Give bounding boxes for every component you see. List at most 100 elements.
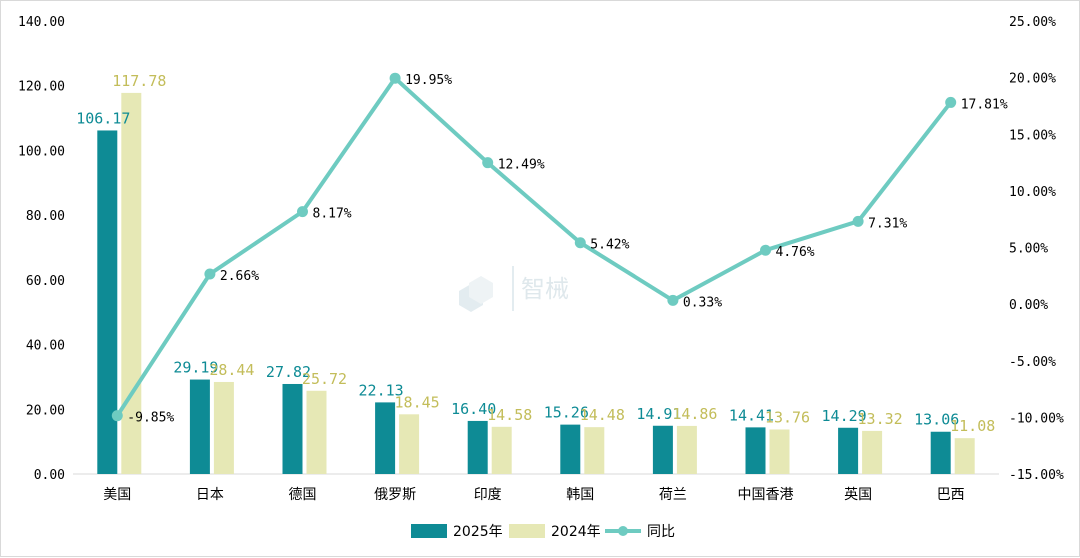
bar-2025-label: 27.82	[266, 363, 311, 381]
legend-swatch-2024	[509, 524, 545, 538]
bar-2025	[467, 420, 488, 474]
yoy-point	[204, 268, 216, 280]
legend-label-2025: 2025年	[453, 524, 503, 540]
bar-2024-label: 13.76	[765, 408, 810, 426]
bar-2025-label: 13.06	[914, 411, 959, 429]
bar-2025	[560, 424, 581, 474]
bar-2024	[306, 390, 327, 474]
bar-2025	[189, 379, 210, 474]
yoy-line	[115, 76, 953, 417]
y-tick-right: -10.00%	[1009, 411, 1064, 426]
yoy-label: -9.85%	[127, 411, 174, 426]
bar-2024-label: 18.45	[395, 393, 440, 411]
bar-2024	[121, 92, 142, 474]
bar-2024-label: 117.78	[112, 72, 166, 90]
x-category-label: 巴西	[937, 487, 965, 503]
bar-2025-label: 14.91	[636, 405, 681, 423]
x-category-label: 德国	[289, 487, 317, 503]
y-tick-left: 140.00	[18, 15, 65, 30]
x-category-label: 印度	[474, 487, 502, 503]
y-tick-left: 100.00	[18, 144, 65, 159]
yoy-point	[482, 157, 494, 169]
bar-2024	[769, 429, 790, 474]
bar-2025	[652, 425, 673, 474]
bar-2025	[745, 427, 766, 474]
legend: 2025年 2024年 同比	[411, 524, 675, 540]
bar-2025	[930, 431, 951, 474]
yoy-point	[574, 237, 586, 249]
bar-2025	[838, 427, 859, 474]
y-tick-right: -5.00%	[1009, 355, 1056, 370]
x-category-label: 美国	[103, 487, 131, 503]
y-tick-left: 120.00	[18, 80, 65, 95]
bar-2025-label: 106.17	[76, 109, 130, 127]
bar-2025-label: 29.19	[173, 359, 218, 377]
bar-2024-label: 11.08	[950, 417, 995, 435]
y-tick-right: -15.00%	[1009, 468, 1064, 483]
watermark: 智械	[459, 266, 569, 312]
y-tick-right: 10.00%	[1009, 185, 1056, 200]
x-category-label: 韩国	[566, 487, 594, 503]
bar-2024	[399, 414, 420, 474]
y-tick-left: 20.00	[26, 403, 65, 418]
yoy-label: 12.49%	[498, 158, 545, 173]
bar-2025-label: 15.26	[544, 404, 589, 422]
watermark-logo-icon	[459, 276, 493, 312]
legend-label-yoy: 同比	[647, 524, 675, 540]
yoy-label: 19.95%	[405, 73, 452, 88]
yoy-label: 0.33%	[683, 295, 722, 310]
bar-2024	[676, 425, 697, 474]
yoy-point	[760, 244, 771, 256]
legend-label-2024: 2024年	[551, 524, 601, 540]
legend-swatch-2025	[411, 524, 447, 538]
bar-2025-label: 22.13	[359, 381, 404, 399]
legend-swatch-yoy-dot	[618, 526, 628, 536]
yoy-label: 2.66%	[220, 269, 259, 284]
y-tick-left: 40.00	[26, 339, 65, 354]
y-axis-right: -15.00% -10.00% -5.00% 0.00% 5.00% 10.00% 15.0…	[1009, 15, 1064, 483]
bar-2025-label: 14.41	[729, 406, 774, 424]
y-tick-left: 0.00	[34, 468, 65, 483]
bar-2024	[862, 430, 883, 474]
yoy-point	[945, 96, 957, 108]
x-category-label: 日本	[196, 487, 224, 503]
y-tick-left: 60.00	[26, 274, 65, 289]
yoy-label: 8.17%	[313, 207, 352, 222]
bar-2024-label: 28.44	[209, 361, 254, 379]
bar-2024-label: 14.48	[580, 406, 625, 424]
bar-2025-label: 14.29	[822, 407, 867, 425]
x-category-label: 中国香港	[738, 487, 794, 503]
x-axis-categories: 美国 日本 德国 俄罗斯 印度 韩国 荷兰 中国香港 英国 巴西	[103, 486, 964, 503]
bar-2024-label: 14.86	[672, 405, 717, 423]
x-category-label: 俄罗斯	[374, 487, 416, 503]
yoy-point	[111, 410, 123, 422]
bar-2024	[584, 427, 605, 474]
yoy-label: 17.81%	[961, 97, 1008, 112]
y-tick-right: 25.00%	[1009, 15, 1056, 30]
bar-2024	[954, 438, 975, 474]
bar-2025	[97, 130, 118, 474]
y-axis-left: 0.00 20.00 40.00 60.00 80.00 100.00 120.00 140.…	[18, 15, 65, 483]
y-tick-right: 5.00%	[1009, 242, 1048, 257]
x-category-label: 英国	[844, 486, 872, 503]
yoy-point	[389, 72, 401, 84]
bar-2025-label: 16.40	[451, 400, 496, 418]
x-category-label: 荷兰	[659, 487, 687, 503]
yoy-point	[852, 215, 864, 227]
bars	[97, 92, 975, 474]
bar-2024-label: 25.72	[302, 370, 347, 388]
line-series: -9.85% 2.66% 8.17% 19.95% 12.49% 5.42% 0.33% 4.…	[111, 72, 1008, 426]
bar-2025	[375, 402, 396, 474]
watermark-text: 智械	[521, 275, 569, 303]
bar-2024	[213, 381, 234, 474]
bar-2025	[282, 383, 303, 474]
yoy-point	[667, 294, 679, 306]
yoy-label: 4.76%	[776, 245, 815, 260]
y-tick-right: 15.00%	[1009, 128, 1056, 143]
bar-2024	[491, 426, 512, 474]
bar-2024-label: 13.32	[858, 410, 903, 428]
yoy-label: 5.42%	[590, 238, 629, 253]
